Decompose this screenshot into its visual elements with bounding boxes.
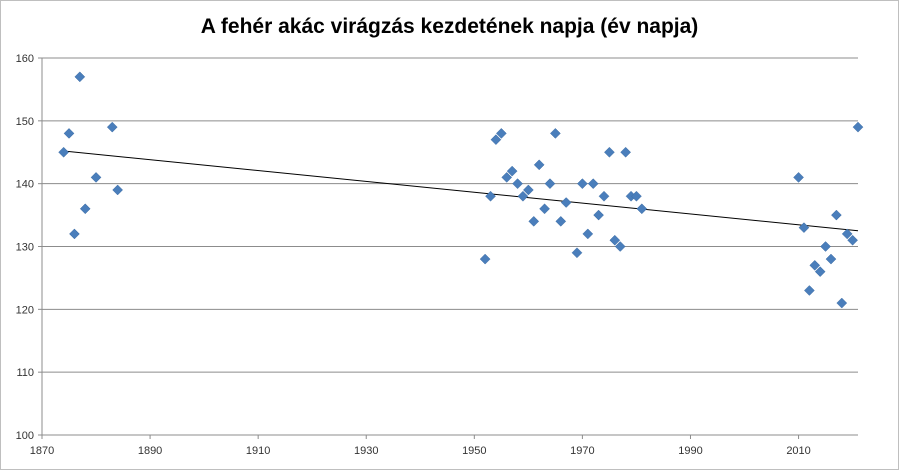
x-tick-label: 1870	[30, 445, 54, 457]
data-point	[798, 222, 810, 234]
data-point	[90, 172, 102, 183]
chart-title: A fehér akác virágzás kezdetének napja (…	[200, 15, 699, 38]
data-point	[804, 285, 815, 296]
x-tick-label: 1930	[354, 445, 378, 457]
y-tick-label: 120	[16, 304, 34, 316]
data-point	[825, 253, 837, 265]
data-point	[79, 203, 91, 215]
y-tick-label: 140	[16, 179, 34, 191]
x-tick-label: 1890	[138, 445, 162, 457]
data-point	[506, 165, 518, 177]
data-point	[609, 234, 621, 246]
data-point	[106, 121, 118, 133]
x-tick-label: 1950	[462, 445, 486, 457]
data-point	[631, 190, 642, 202]
data-point	[63, 128, 75, 139]
data-point	[852, 121, 864, 133]
data-point	[58, 146, 69, 158]
data-point	[560, 197, 572, 208]
data-point	[831, 209, 842, 221]
data-point	[820, 241, 831, 252]
data-point	[501, 172, 513, 183]
data-point	[847, 234, 858, 246]
data-point	[112, 184, 124, 196]
data-point	[495, 128, 507, 139]
data-point	[533, 159, 545, 171]
data-point	[604, 146, 615, 158]
data-point	[620, 146, 631, 158]
x-tick-label: 1990	[678, 445, 702, 457]
x-tick-label: 2010	[786, 445, 810, 457]
data-point	[490, 134, 502, 146]
data-point	[836, 297, 848, 309]
data-point	[479, 253, 491, 265]
data-point	[528, 216, 540, 227]
y-tick-label: 110	[16, 367, 34, 379]
data-point	[593, 209, 604, 221]
data-point	[523, 184, 534, 196]
data-point	[69, 228, 80, 240]
data-point	[517, 190, 529, 202]
data-point	[582, 228, 594, 240]
data-point	[512, 178, 523, 190]
y-tick-label: 160	[16, 53, 34, 65]
data-point	[550, 128, 561, 139]
data-point	[539, 203, 550, 215]
data-point	[598, 190, 610, 202]
y-tick-label: 130	[16, 242, 34, 254]
data-point	[555, 216, 567, 227]
data-point	[577, 178, 588, 190]
data-point	[793, 172, 804, 183]
data-point	[571, 247, 583, 259]
data-point	[485, 190, 496, 202]
data-point	[544, 178, 556, 190]
trendline	[63, 150, 859, 232]
data-point	[614, 241, 626, 252]
y-tick-label: 150	[16, 116, 34, 128]
data-point	[74, 71, 86, 83]
y-tick-label: 100	[16, 430, 34, 442]
data-point	[587, 178, 599, 190]
x-tick-label: 1970	[570, 445, 594, 457]
data-point	[841, 228, 853, 240]
x-tick-label: 1910	[246, 445, 270, 457]
data-point	[809, 259, 821, 271]
data-point	[814, 266, 826, 277]
data-point	[636, 203, 648, 215]
